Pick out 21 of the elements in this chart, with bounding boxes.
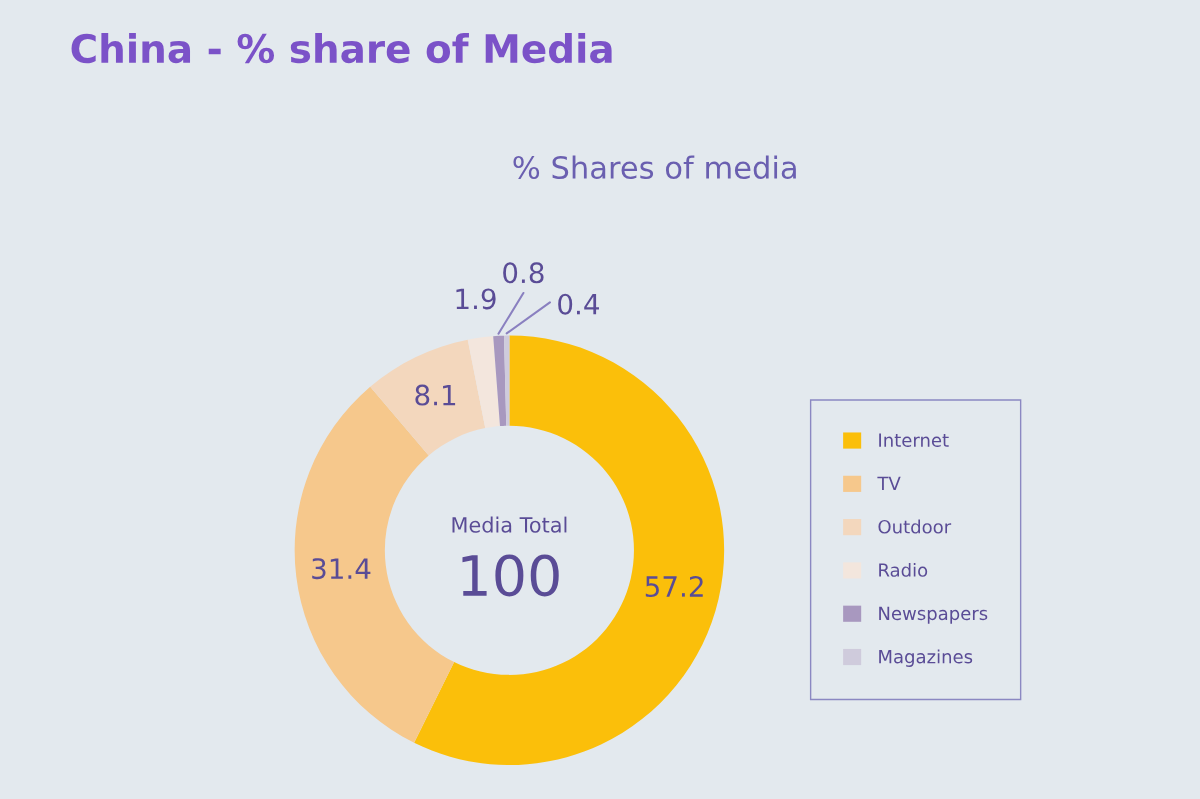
legend-label: Outdoor — [878, 519, 952, 534]
donut-slice — [503, 335, 510, 426]
chart-title: China - % share of Media — [71, 33, 612, 64]
data-label: 57.2 — [645, 576, 703, 598]
data-label: 0.8 — [503, 262, 544, 284]
donut-slice — [493, 335, 507, 427]
data-label: 1.9 — [456, 288, 496, 310]
donut-slice — [467, 336, 500, 429]
legend-label: Radio — [879, 562, 928, 577]
legend-label: Internet — [879, 433, 949, 447]
text: Media Total — [452, 516, 567, 533]
donut-slice — [370, 339, 486, 456]
data-label: 8.1 — [415, 384, 456, 406]
legend-label: Newspapers — [879, 606, 988, 624]
chart-subtitle: % Shares of media — [513, 155, 796, 180]
legend-label: TV — [877, 476, 901, 491]
data-label: 0.4 — [558, 293, 599, 315]
text: 100 — [462, 554, 559, 597]
data-label: 31.4 — [312, 558, 371, 580]
donut-slice — [414, 335, 725, 766]
legend-label: Magazines — [879, 649, 973, 667]
